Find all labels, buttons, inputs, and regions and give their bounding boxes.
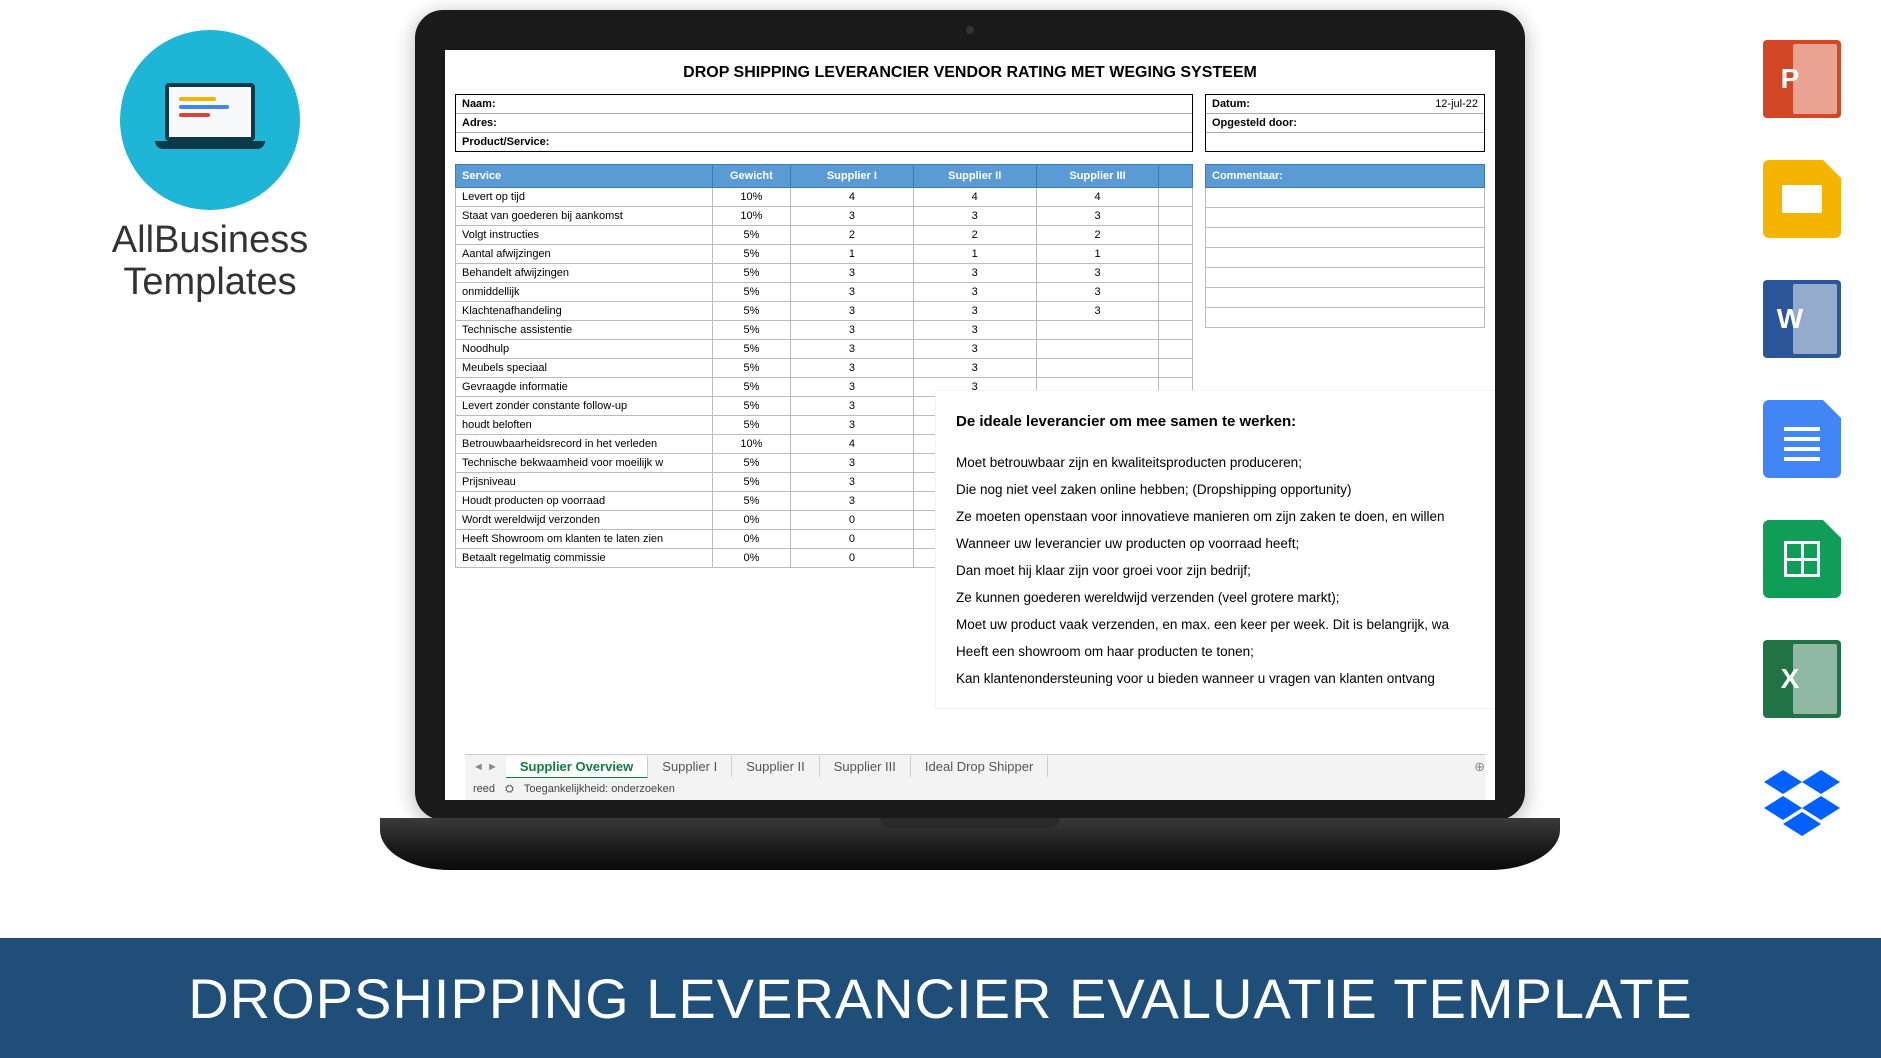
comment-row (1206, 308, 1485, 328)
table-row: Meubels speciaal5%33 (456, 359, 1193, 378)
th-s1: Supplier I (790, 165, 913, 188)
ideal-supplier-overlay: De ideale leverancier om mee samen te we… (935, 390, 1495, 709)
info-right-box: Datum:12-jul-22 Opgesteld door: (1205, 94, 1485, 152)
dropbox-icon (1763, 760, 1841, 838)
format-icons-column: P W X (1763, 40, 1841, 838)
logo-circle (120, 30, 300, 210)
laptop-mockup: DROP SHIPPING LEVERANCIER VENDOR RATING … (380, 10, 1560, 890)
overlay-line: Dan moet hij klaar zijn voor groei voor … (956, 557, 1494, 584)
overlay-line: Wanneer uw leverancier uw producten op v… (956, 530, 1494, 557)
title-banner: DROPSHIPPING LEVERANCIER EVALUATIE TEMPL… (0, 938, 1881, 1058)
comment-row (1206, 228, 1485, 248)
overlay-line: Ze kunnen goederen wereldwijd verzenden … (956, 584, 1494, 611)
google-sheets-icon (1763, 520, 1841, 598)
word-icon: W (1763, 280, 1841, 358)
th-s2: Supplier II (913, 165, 1036, 188)
th-weight: Gewicht (712, 165, 790, 188)
sheet-tabs: ◄ ► Supplier OverviewSupplier ISupplier … (465, 754, 1485, 778)
table-row: Staat van goederen bij aankomst10%333 (456, 207, 1193, 226)
table-row: Aantal afwijzingen5%111 (456, 245, 1193, 264)
tab-nav-arrows[interactable]: ◄ ► (465, 761, 506, 773)
overlay-line: Moet uw product vaak verzenden, en max. … (956, 611, 1494, 638)
logo-text: AllBusiness Templates (70, 220, 350, 304)
info-left-box: Naam: Adres: Product/Service: (455, 94, 1193, 152)
sheet-title: DROP SHIPPING LEVERANCIER VENDOR RATING … (445, 50, 1495, 94)
google-docs-icon (1763, 400, 1841, 478)
table-row: Klachtenafhandeling5%333 (456, 302, 1193, 321)
spreadsheet-screen: DROP SHIPPING LEVERANCIER VENDOR RATING … (445, 50, 1495, 800)
overlay-line: Die nog niet veel zaken online hebben; (… (956, 476, 1494, 503)
th-s3: Supplier III (1036, 165, 1159, 188)
comment-row (1206, 188, 1485, 208)
google-slides-icon (1763, 160, 1841, 238)
overlay-line: Kan klantenondersteuning voor u bieden w… (956, 665, 1494, 692)
comment-row (1206, 248, 1485, 268)
comment-row (1206, 288, 1485, 308)
table-row: Levert op tijd10%444 (456, 188, 1193, 207)
sheet-tab[interactable]: Ideal Drop Shipper (911, 756, 1048, 777)
excel-icon: X (1763, 640, 1841, 718)
table-row: Technische assistentie5%33 (456, 321, 1193, 340)
table-row: Volgt instructies5%222 (456, 226, 1193, 245)
zoom-controls[interactable]: ⊕ (1474, 759, 1485, 775)
sheet-tab[interactable]: Supplier III (820, 756, 911, 777)
status-bar: reed ⛭ Toegankelijkheid: onderzoeken (465, 778, 1485, 800)
th-service: Service (456, 165, 713, 188)
status-accessibility: Toegankelijkheid: onderzoeken (524, 783, 675, 795)
comment-row (1206, 208, 1485, 228)
overlay-title: De ideale leverancier om mee samen te we… (956, 407, 1494, 437)
overlay-line: Moet betrouwbaar zijn en kwaliteitsprodu… (956, 449, 1494, 476)
sheet-tab[interactable]: Supplier Overview (506, 756, 648, 779)
table-row: Noodhulp5%33 (456, 340, 1193, 359)
table-row: Behandelt afwijzingen5%333 (456, 264, 1193, 283)
powerpoint-icon: P (1763, 40, 1841, 118)
brand-logo: AllBusiness Templates (70, 30, 350, 304)
accessibility-icon: ⛭ (505, 783, 514, 796)
overlay-line: Ze moeten openstaan voor innovatieve man… (956, 503, 1494, 530)
comment-row (1206, 268, 1485, 288)
status-ready: reed (473, 783, 495, 795)
overlay-line: Heeft een showroom om haar producten te … (956, 638, 1494, 665)
table-row: onmiddellijk5%333 (456, 283, 1193, 302)
sheet-tab[interactable]: Supplier II (732, 756, 820, 777)
sheet-tab[interactable]: Supplier I (648, 756, 732, 777)
